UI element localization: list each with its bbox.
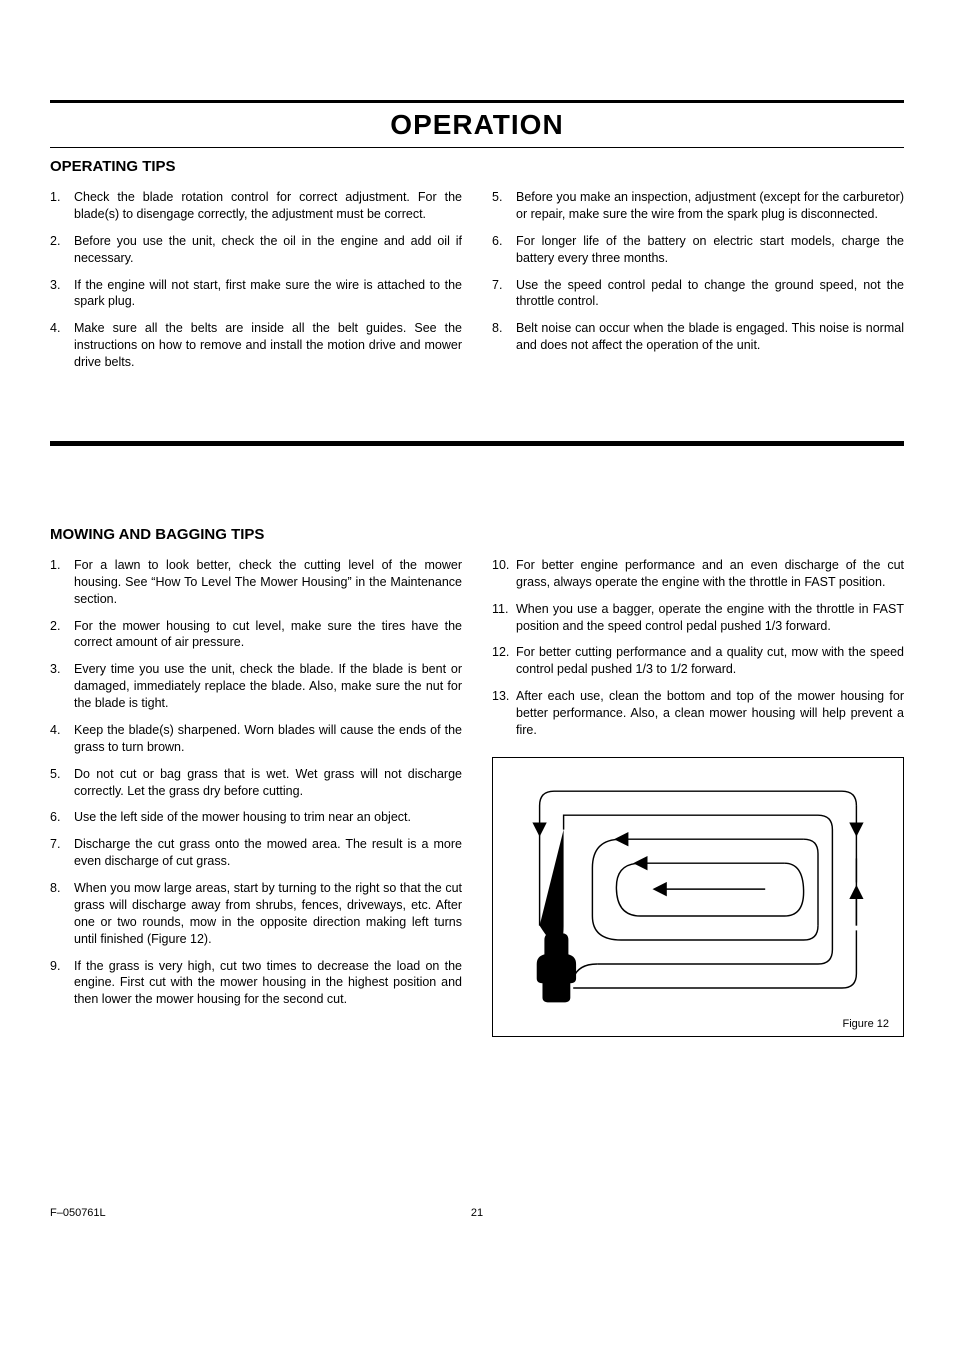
item-text: Make sure all the belts are inside all t…: [74, 320, 462, 371]
mowing-tips-left-list: 1.For a lawn to look better, check the c…: [50, 557, 462, 1008]
list-item: 5.Do not cut or bag grass that is wet. W…: [50, 766, 462, 800]
mowing-tips-left-col: 1.For a lawn to look better, check the c…: [50, 557, 462, 1037]
item-number: 4.: [50, 722, 74, 756]
item-number: 5.: [492, 189, 516, 223]
mowing-tips-columns: 1.For a lawn to look better, check the c…: [50, 557, 904, 1037]
mowing-pattern-diagram: [507, 772, 889, 1012]
list-item: 7.Use the speed control pedal to change …: [492, 277, 904, 311]
footer-doc-number: F–050761L: [50, 1207, 335, 1219]
list-item: 6.Use the left side of the mower housing…: [50, 809, 462, 826]
item-number: 3.: [50, 277, 74, 311]
item-text: Before you use the unit, check the oil i…: [74, 233, 462, 267]
item-text: Discharge the cut grass onto the mowed a…: [74, 836, 462, 870]
item-number: 1.: [50, 557, 74, 608]
item-text: For better engine performance and an eve…: [516, 557, 904, 591]
list-item: 8.When you mow large areas, start by tur…: [50, 880, 462, 948]
item-number: 5.: [50, 766, 74, 800]
item-text: For longer life of the battery on electr…: [516, 233, 904, 267]
item-number: 3.: [50, 661, 74, 712]
item-text: Keep the blade(s) sharpened. Worn blades…: [74, 722, 462, 756]
mowing-tips-right-list: 10.For better engine performance and an …: [492, 557, 904, 739]
operating-tips-right-list: 5.Before you make an inspection, adjustm…: [492, 189, 904, 354]
item-number: 6.: [492, 233, 516, 267]
item-text: If the grass is very high, cut two times…: [74, 958, 462, 1009]
item-text: Use the left side of the mower housing t…: [74, 809, 462, 826]
figure-12-box: Figure 12: [492, 757, 904, 1037]
item-number: 2.: [50, 233, 74, 267]
item-text: After each use, clean the bottom and top…: [516, 688, 904, 739]
item-text: For better cutting performance and a qua…: [516, 644, 904, 678]
item-text: Check the blade rotation control for cor…: [74, 189, 462, 223]
item-text: For the mower housing to cut level, make…: [74, 618, 462, 652]
operating-tips-right-col: 5.Before you make an inspection, adjustm…: [492, 189, 904, 381]
list-item: 6.For longer life of the battery on elec…: [492, 233, 904, 267]
item-number: 1.: [50, 189, 74, 223]
item-number: 9.: [50, 958, 74, 1009]
page-footer: F–050761L 21: [50, 1207, 904, 1219]
rule-under-title: [50, 147, 904, 148]
item-number: 4.: [50, 320, 74, 371]
mowing-tips-right-col: 10.For better engine performance and an …: [492, 557, 904, 1037]
section-divider: [50, 441, 904, 446]
footer-page-number: 21: [335, 1207, 620, 1219]
page: OPERATION OPERATING TIPS 1.Check the bla…: [0, 0, 954, 1037]
list-item: 13.After each use, clean the bottom and …: [492, 688, 904, 739]
item-text: Do not cut or bag grass that is wet. Wet…: [74, 766, 462, 800]
item-text: When you mow large areas, start by turni…: [74, 880, 462, 948]
list-item: 1.Check the blade rotation control for c…: [50, 189, 462, 223]
list-item: 1.For a lawn to look better, check the c…: [50, 557, 462, 608]
item-text: Belt noise can occur when the blade is e…: [516, 320, 904, 354]
item-text: For a lawn to look better, check the cut…: [74, 557, 462, 608]
item-number: 12.: [492, 644, 516, 678]
list-item: 9.If the grass is very high, cut two tim…: [50, 958, 462, 1009]
page-title: OPERATION: [50, 107, 904, 147]
tractor-icon: [537, 933, 576, 1002]
item-number: 11.: [492, 601, 516, 635]
operating-tips-columns: 1.Check the blade rotation control for c…: [50, 189, 904, 381]
footer-spacer: [619, 1207, 904, 1219]
item-text: Use the speed control pedal to change th…: [516, 277, 904, 311]
item-text: Every time you use the unit, check the b…: [74, 661, 462, 712]
list-item: 12.For better cutting performance and a …: [492, 644, 904, 678]
item-number: 6.: [50, 809, 74, 826]
item-number: 8.: [492, 320, 516, 354]
item-number: 10.: [492, 557, 516, 591]
figure-caption: Figure 12: [843, 1018, 889, 1030]
list-item: 2.Before you use the unit, check the oil…: [50, 233, 462, 267]
item-text: When you use a bagger, operate the engin…: [516, 601, 904, 635]
operating-tips-left-list: 1.Check the blade rotation control for c…: [50, 189, 462, 371]
item-number: 13.: [492, 688, 516, 739]
list-item: 5.Before you make an inspection, adjustm…: [492, 189, 904, 223]
list-item: 4.Keep the blade(s) sharpened. Worn blad…: [50, 722, 462, 756]
operating-tips-left-col: 1.Check the blade rotation control for c…: [50, 189, 462, 381]
list-item: 11.When you use a bagger, operate the en…: [492, 601, 904, 635]
item-text: Before you make an inspection, adjustmen…: [516, 189, 904, 223]
list-item: 7.Discharge the cut grass onto the mowed…: [50, 836, 462, 870]
rule-top: [50, 100, 904, 103]
list-item: 4.Make sure all the belts are inside all…: [50, 320, 462, 371]
item-number: 8.: [50, 880, 74, 948]
list-item: 3.Every time you use the unit, check the…: [50, 661, 462, 712]
section-heading-operating-tips: OPERATING TIPS: [50, 158, 904, 175]
list-item: 8.Belt noise can occur when the blade is…: [492, 320, 904, 354]
item-text: If the engine will not start, first make…: [74, 277, 462, 311]
section-heading-mowing-tips: MOWING AND BAGGING TIPS: [50, 526, 904, 543]
list-item: 2.For the mower housing to cut level, ma…: [50, 618, 462, 652]
item-number: 7.: [492, 277, 516, 311]
list-item: 10.For better engine performance and an …: [492, 557, 904, 591]
item-number: 7.: [50, 836, 74, 870]
list-item: 3.If the engine will not start, first ma…: [50, 277, 462, 311]
item-number: 2.: [50, 618, 74, 652]
